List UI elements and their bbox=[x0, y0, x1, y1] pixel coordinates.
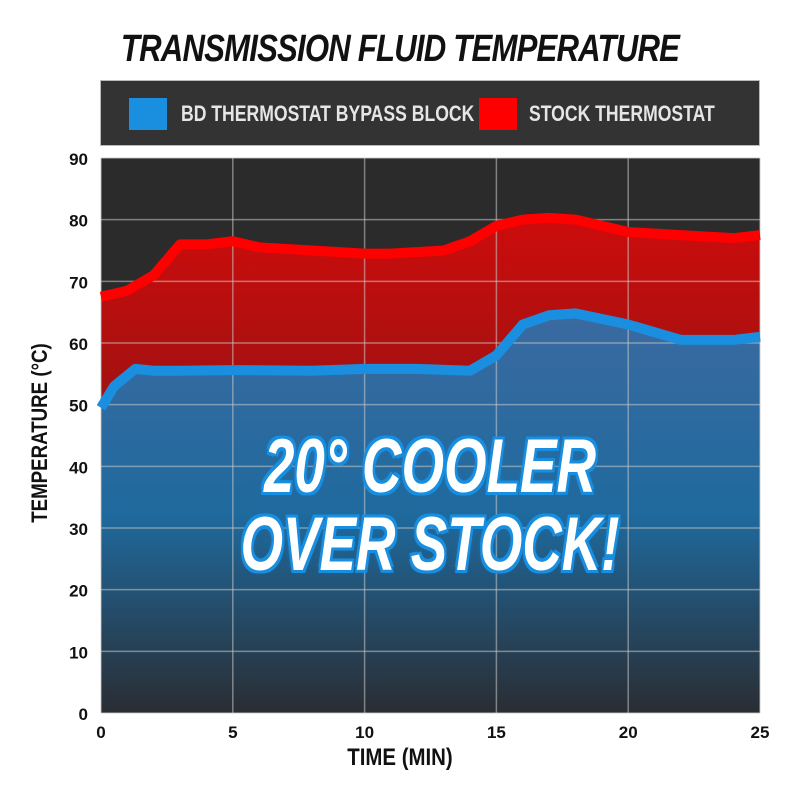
y-tick-label: 60 bbox=[69, 335, 88, 354]
x-tick-label: 15 bbox=[487, 723, 506, 742]
y-tick-label: 70 bbox=[69, 273, 88, 292]
chart-title: TRANSMISSION FLUID TEMPERATURE bbox=[120, 28, 680, 70]
y-tick-label: 50 bbox=[69, 397, 88, 416]
x-tick-label: 5 bbox=[228, 723, 237, 742]
y-tick-label: 90 bbox=[69, 150, 88, 169]
legend: BD THERMOSTAT BYPASS BLOCK STOCK THERMOS… bbox=[100, 80, 760, 146]
annotation: 20° COOLER OVER STOCK! bbox=[192, 428, 667, 584]
legend-label-stock: STOCK THERMOSTAT bbox=[529, 101, 715, 126]
y-tick-label: 10 bbox=[69, 643, 88, 662]
y-tick-label: 30 bbox=[69, 520, 88, 539]
legend-label-bd: BD THERMOSTAT BYPASS BLOCK bbox=[181, 101, 475, 126]
y-tick-label: 0 bbox=[79, 705, 88, 724]
legend-swatch-stock bbox=[479, 98, 517, 130]
line-bd-bypass-block bbox=[96, 308, 761, 411]
line-stock-thermostat bbox=[99, 212, 761, 302]
x-tick-label: 25 bbox=[751, 723, 770, 742]
area-bd-bypass-block bbox=[101, 313, 760, 713]
y-tick-label: 40 bbox=[69, 458, 88, 477]
legend-swatch-bd bbox=[129, 98, 167, 130]
x-tick-label: 20 bbox=[619, 723, 638, 742]
annotation-line-1: 20° COOLER bbox=[263, 424, 597, 509]
x-axis-title: TIME (MIN) bbox=[347, 744, 453, 771]
y-tick-label: 20 bbox=[69, 582, 88, 601]
x-tick-label: 10 bbox=[355, 723, 374, 742]
annotation-line-2: OVER STOCK! bbox=[240, 502, 620, 587]
y-tick-label: 80 bbox=[69, 212, 88, 231]
y-axis-title: TEMPERATURE (°C) bbox=[27, 343, 52, 523]
x-tick-label: 0 bbox=[96, 723, 105, 742]
